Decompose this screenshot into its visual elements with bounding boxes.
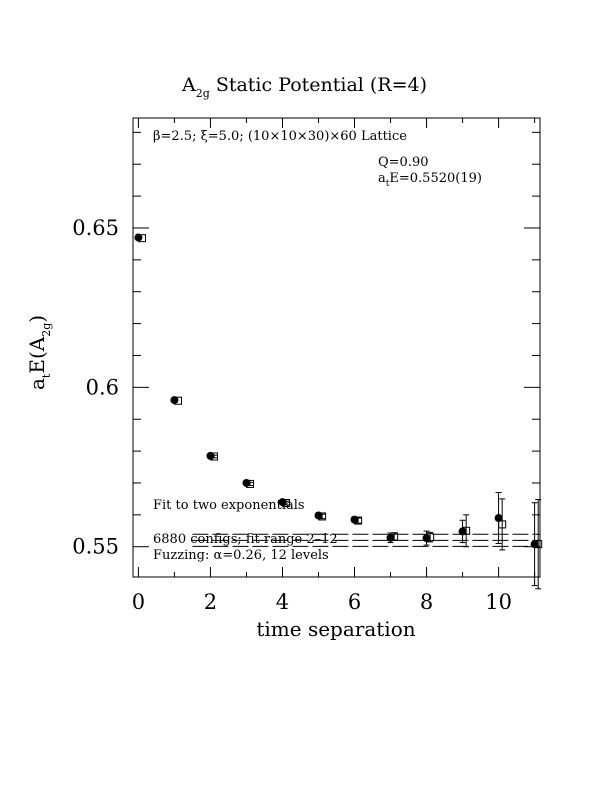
fit-band [192,533,540,547]
data-point-square [246,479,255,488]
data-point-square [390,532,399,541]
chart-title: A2g Static Potential (R=4) [181,74,427,100]
fit-annotation: Fit to two exponentials [153,498,305,513]
data-point-square [498,520,507,529]
y-tick-label: 0.6 [86,375,119,399]
data-point-square [138,234,147,243]
x-tick-label: 10 [485,590,512,614]
y-axis-label: atE(A2g) [25,315,53,390]
x-tick-label: 6 [348,590,361,614]
data-point-circle [494,514,503,523]
data-point-square [534,540,543,549]
data-marks [134,233,543,590]
fuzzing-annotation: Fuzzing: α=0.26, 12 levels [153,548,329,563]
data-point-square [426,533,435,542]
x-tick-label: 2 [204,590,217,614]
data-point-square [318,512,327,521]
x-tick-label: 8 [420,590,433,614]
x-axis-label: time separation [256,617,415,641]
x-tick-label: 4 [276,590,289,614]
configs-annotation: 6880 configs; fit range 2–12 [153,532,338,547]
axis-ticks [133,118,540,577]
data-point-square [282,499,291,508]
plot-frame [132,117,541,578]
energy-annotation: atE=0.5520(19) [378,171,482,189]
data-point-square [354,516,363,525]
x-tick-label: 0 [132,590,145,614]
tick-labels: 0 2 4 6 8 10 0.55 0.6 0.65 [72,216,512,614]
y-tick-label: 0.65 [72,216,119,240]
y-tick-label: 0.55 [72,535,119,559]
q-annotation: Q=0.90 [378,155,429,170]
data-point-square [174,396,183,405]
lattice-annotation: β=2.5; ξ=5.0; (10×10×30)×60 Lattice [153,129,407,144]
data-point-square [210,452,219,461]
data-point-square [462,526,471,535]
